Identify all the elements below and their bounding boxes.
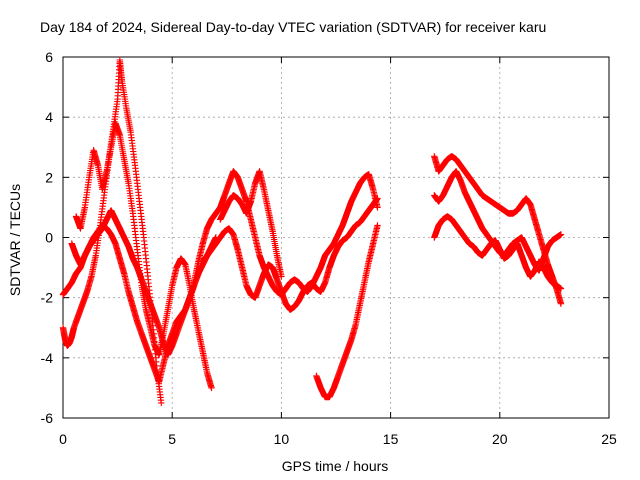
data-point [158,399,165,407]
data-point [208,384,215,392]
x-tick-label: 5 [168,431,176,447]
y-tick-label: 0 [45,230,53,246]
x-tick-label: 20 [492,431,508,447]
y-axis-label: SDTVAR / TECUs [7,184,23,296]
data-point [557,231,565,238]
data-point [374,195,381,202]
x-axis-label: GPS time / hours [282,458,389,474]
data-point [374,204,381,211]
x-tick-label: 15 [383,431,399,447]
data-series [59,56,565,407]
chart-title: Day 184 of 2024, Sidereal Day-to-day VTE… [40,19,546,35]
y-tick-label: 4 [45,109,53,125]
series-track-6 [199,195,381,313]
data-point [374,222,381,229]
x-tick-labels: 0 5 10 15 20 25 [59,431,617,447]
data-point [557,300,565,307]
x-tick-label: 25 [601,431,617,447]
series-track-8 [313,222,381,401]
y-tick-label: -4 [41,350,54,366]
y-tick-label: -6 [41,410,54,426]
data-point [278,273,285,280]
y-tick-labels: -6 -4 -2 0 2 4 6 [41,49,54,426]
x-tick-label: 0 [59,431,67,447]
y-tick-label: -2 [41,290,54,306]
x-tick-label: 10 [274,431,290,447]
series-track-11 [431,213,565,292]
series-track-3 [72,119,215,392]
series-track-7 [217,168,285,280]
y-tick-label: 2 [45,169,53,185]
y-tick-label: 6 [45,49,53,65]
data-point [557,285,565,292]
axis-ticks [62,56,610,419]
